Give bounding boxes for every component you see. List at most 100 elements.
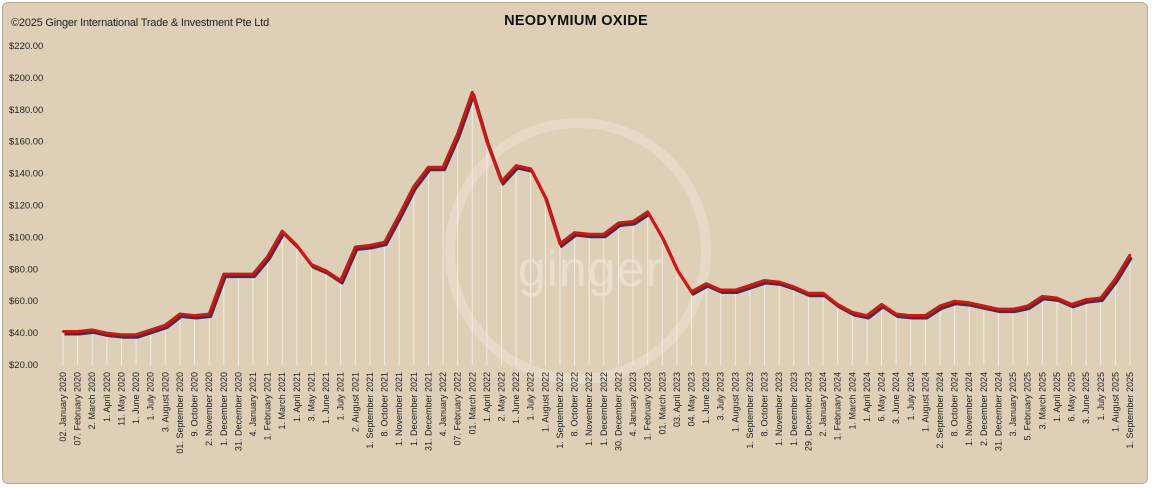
data-point	[61, 330, 65, 333]
x-tick-label: 8. October 2021	[380, 372, 390, 437]
data-point	[105, 331, 109, 335]
x-tick-label: 01. March 2023	[657, 372, 667, 435]
x-tick-label: 1. July 2020	[146, 372, 156, 421]
data-point	[529, 167, 532, 171]
data-point	[851, 311, 854, 314]
data-point	[178, 312, 182, 316]
y-tick-label: $120.00	[9, 201, 43, 212]
data-point	[544, 196, 547, 199]
chart-title: NEODYMIUM OXIDE	[504, 13, 648, 29]
x-tick-label: 1. April 2020	[102, 372, 112, 422]
y-tick-label: $140.00	[9, 169, 43, 180]
x-tick-label: 1. July 2022	[526, 372, 536, 421]
data-point	[573, 231, 576, 234]
x-tick-label: 31. December 2020	[233, 372, 243, 451]
x-tick-label: 1. December 2023	[789, 372, 799, 446]
data-point	[1041, 295, 1044, 298]
y-tick-label: $60.00	[9, 296, 38, 307]
data-point	[471, 91, 474, 94]
x-tick-label: 1. July 2024	[906, 372, 916, 421]
x-tick-label: 3. July 2023	[716, 372, 726, 421]
data-point	[1026, 304, 1029, 308]
x-tick-label: 3. August 2020	[160, 372, 170, 432]
data-point	[792, 285, 796, 289]
y-tick-label: $160.00	[9, 137, 43, 148]
x-tick-label: 3. June 2024	[891, 372, 901, 424]
watermark-logo: ginger	[445, 118, 711, 384]
x-tick-label: 8. October 2024	[950, 372, 960, 437]
data-point	[734, 288, 737, 292]
data-point	[631, 220, 635, 223]
data-point	[675, 268, 679, 271]
x-tick-label: 1. November 2022	[584, 372, 594, 446]
data-point	[894, 312, 898, 316]
chart-svg: ginger $20.00 $40.00 $60.00 $80.00 $100.00 $1…	[9, 41, 1135, 454]
x-tick-label: 4. January 2021	[248, 372, 258, 437]
data-point	[704, 282, 708, 285]
data-point	[938, 304, 942, 308]
data-point	[1099, 296, 1102, 300]
x-tick-label: 2. December 2024	[979, 372, 989, 446]
data-point	[1084, 298, 1088, 301]
x-tick-label: 1. March 2021	[277, 372, 287, 430]
data-point	[558, 242, 562, 245]
data-point	[310, 263, 313, 266]
x-tick-label: 31. December 2021	[423, 372, 433, 451]
copyright-text: ©2025 Ginger International Trade & Inves…	[11, 17, 269, 29]
x-tick-label: 5. February 2025	[1023, 372, 1033, 441]
watermark-ring-icon	[445, 118, 711, 384]
data-point	[924, 314, 927, 317]
data-point	[500, 180, 503, 183]
x-tick-label: 1. December 2021	[409, 372, 419, 446]
series-line-shadow	[64, 93, 1133, 339]
data-point	[821, 292, 825, 295]
x-tick-label: 4. January 2023	[628, 372, 638, 437]
data-point	[719, 288, 722, 292]
data-point	[953, 300, 956, 303]
x-tick-label: 1. April 2025	[1052, 372, 1062, 422]
data-point	[514, 164, 518, 167]
x-tick-label: 1. September 2021	[365, 372, 375, 449]
data-point	[661, 236, 664, 239]
x-tick-label: 1. March 2024	[847, 372, 857, 430]
data-point	[120, 333, 123, 336]
data-point	[222, 272, 225, 276]
data-point	[164, 323, 167, 327]
x-tick-label: 07. February 2022	[453, 372, 463, 446]
x-tick-label: 31. December 2024	[993, 372, 1003, 451]
data-point	[441, 166, 445, 169]
x-tick-label: 3. May 2021	[306, 372, 316, 422]
x-tick-label: 2. March 2020	[87, 372, 97, 430]
x-tick-label: 1. June 2021	[321, 372, 331, 424]
x-tick-label: 03. April 2023	[672, 372, 682, 427]
x-tick-label: 1. September 2025	[1125, 372, 1135, 449]
data-point	[134, 333, 138, 336]
data-point	[602, 233, 606, 236]
data-point	[646, 210, 649, 214]
x-tick-label: 2. September 2024	[935, 372, 945, 449]
x-tick-label: 2. November 2020	[204, 372, 214, 446]
data-point	[295, 244, 299, 247]
x-tick-label: 1. August 2022	[540, 372, 550, 432]
x-tick-label: 3. March 2025	[1037, 372, 1047, 430]
x-tick-label: 29. December 2023	[803, 372, 813, 451]
x-tick-label: 1. August 2024	[920, 372, 930, 432]
x-tick-label: 01. September 2020	[175, 372, 185, 454]
data-point	[763, 279, 766, 282]
x-tick-label: 1. September 2022	[555, 372, 565, 449]
data-point	[339, 279, 342, 282]
x-tick-label: 1. December 2020	[219, 372, 229, 446]
y-tick-label: $200.00	[9, 73, 43, 84]
data-point	[982, 304, 986, 308]
x-tick-label: 1. April 2024	[862, 372, 872, 422]
x-tick-label: 1. August 2023	[730, 372, 740, 432]
y-axis: $20.00 $40.00 $60.00 $80.00 $100.00 $120.00 $1…	[9, 41, 43, 371]
data-point	[456, 132, 459, 135]
data-point	[324, 269, 328, 273]
data-point	[91, 328, 94, 332]
data-point	[807, 292, 810, 295]
x-tick-label: 2. January 2024	[818, 372, 828, 437]
x-tick-label: 1. April 2021	[292, 372, 302, 422]
y-tick-label: $80.00	[9, 264, 38, 275]
x-axis: 02. January 2020 07. February 2020 2. Marc…	[58, 372, 1135, 454]
